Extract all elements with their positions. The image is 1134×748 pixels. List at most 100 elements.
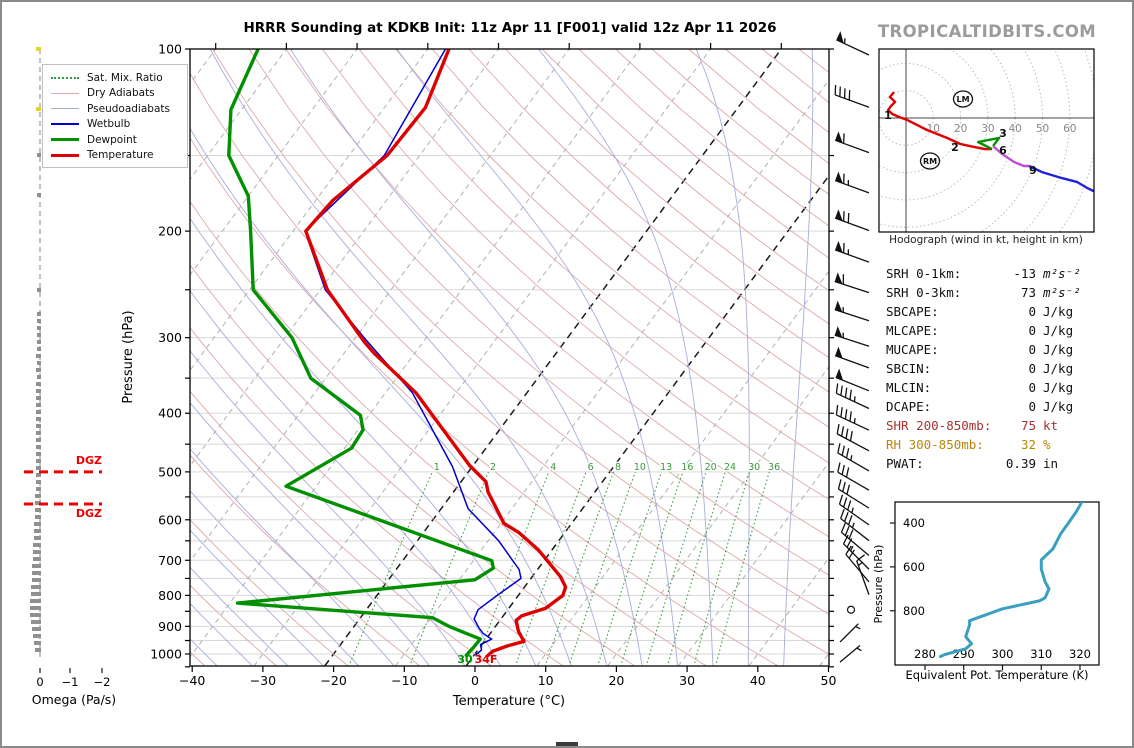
stats-label: MLCAPE:	[886, 323, 939, 338]
legend-item-sat-mix-ratio: Sat. Mix. Ratio	[51, 70, 181, 86]
omega-bar	[36, 431, 41, 435]
isotherm	[607, 365, 829, 666]
omega-bar	[36, 445, 41, 449]
omega-bar	[36, 459, 41, 463]
rm_marker-icon	[919, 152, 941, 170]
temperature-curve	[304, 49, 568, 657]
hodo-ring-label: 40	[1009, 123, 1022, 135]
wind-barb-icon	[835, 405, 870, 431]
hodo-ring-label: 60	[1063, 123, 1076, 135]
omega-bar	[31, 620, 41, 624]
wind-barb-icon	[834, 272, 870, 294]
omega-bar	[36, 473, 41, 477]
dry-adiabat	[190, 454, 421, 666]
omega-bar	[36, 438, 41, 442]
sat-mix-ratio-swatch-icon	[51, 76, 79, 79]
omega-bar	[33, 543, 41, 547]
stats-label: DCAPE:	[886, 399, 932, 414]
temperature-swatch-icon	[51, 153, 79, 157]
temp-tick-label: 50	[821, 673, 837, 688]
omega-bar	[37, 153, 41, 157]
isotherm	[190, 49, 641, 658]
wind-barb-icon	[834, 131, 870, 154]
stats-row: RH 300-850mb: 32%	[886, 437, 1104, 456]
omega-bar	[36, 466, 41, 470]
omega-bar	[36, 368, 41, 372]
omega-bar	[34, 536, 41, 540]
stats-label: RH 300-850mb:	[886, 437, 984, 452]
stats-unit: in	[1043, 456, 1059, 471]
stats-value: 0	[1028, 304, 1036, 319]
dry-adiabat	[190, 136, 779, 666]
stats-row: SRH 0-3km: 73 m²s⁻²	[886, 285, 1104, 304]
omega-bar	[31, 592, 41, 596]
frame-notch	[556, 742, 578, 746]
dry-adiabat	[190, 327, 564, 666]
pressure-tick-label: 600	[158, 512, 182, 527]
hodo-ring-label: 30	[981, 123, 994, 135]
pseudoadiabat	[290, 49, 643, 666]
omega-bar	[36, 382, 41, 386]
thetae-ytick-label: 600	[903, 560, 925, 574]
mix-ratio-label: 16	[681, 462, 693, 473]
brand-logo: TROPICALTIDBITS.COM	[877, 22, 1097, 41]
temp-tick-label: 30	[679, 673, 695, 688]
dgz-label: DGZ	[76, 454, 102, 467]
wind-barb-icon	[837, 462, 870, 491]
stats-value: 73	[1020, 285, 1036, 300]
pseudoadiabat	[190, 448, 395, 666]
pseudoadiabat	[190, 402, 431, 666]
wind-barb-icon	[834, 326, 870, 347]
stats-value: 0	[1028, 323, 1036, 338]
omega-bar	[30, 613, 41, 617]
dry-adiabat	[248, 49, 829, 576]
stats-label: SBCIN:	[886, 361, 932, 376]
dry-adiabat	[468, 49, 829, 359]
omega-bar	[30, 606, 41, 610]
mix-ratio-label: 10	[634, 462, 646, 473]
dry-adiabat	[321, 49, 829, 501]
omega-bar	[36, 354, 41, 358]
temp-tick-label: 0	[471, 673, 479, 688]
isotherm	[536, 270, 829, 666]
thetae-ytick-label: 800	[903, 604, 925, 618]
mix-ratio-line	[715, 471, 770, 666]
dewpoint-swatch-icon	[51, 138, 79, 142]
mix-ratio-label: 6	[588, 462, 594, 473]
pseudoadiabat	[190, 289, 501, 666]
mix-ratio-line	[645, 471, 707, 666]
isotherm	[190, 49, 499, 467]
stats-unit: m²s⁻²	[1043, 266, 1081, 281]
stats-label: SRH 0-1km:	[886, 266, 962, 281]
omega-bar	[32, 571, 41, 575]
surface-temperature-label: 34F	[475, 653, 498, 666]
stats-unit: J/kg	[1043, 342, 1074, 357]
mix-ratio-label: 4	[550, 462, 556, 473]
omega-bar	[32, 627, 41, 631]
hodo-height-label: 1	[884, 109, 892, 122]
mix-ratio-label: 13	[660, 462, 672, 473]
isotherm-highlighted	[324, 49, 782, 666]
dry-adiabat	[285, 49, 829, 538]
pseudoadiabat	[190, 490, 360, 666]
omega-bar	[36, 396, 41, 400]
lm_marker-icon	[952, 90, 974, 108]
stats-unit: kt	[1043, 418, 1059, 433]
pseudoadiabat	[190, 602, 254, 666]
legend-item-temperature: Temperature	[51, 148, 181, 164]
dry-adiabat	[358, 49, 829, 464]
wind-barb-icon	[840, 508, 870, 542]
mix-ratio-line	[348, 471, 433, 666]
omega-bar	[33, 634, 41, 638]
dry-adiabat	[190, 200, 708, 666]
omega-bar	[36, 480, 41, 484]
hodo-height-label: 6	[999, 144, 1007, 157]
omega-bar	[37, 340, 41, 344]
stats-label: MLCIN:	[886, 380, 932, 395]
mix-ratio-line	[597, 471, 663, 666]
stats-row: MLCIN: 0 J/kg	[886, 380, 1104, 399]
calm-wind-icon	[846, 605, 856, 614]
omega-bar	[32, 564, 41, 568]
